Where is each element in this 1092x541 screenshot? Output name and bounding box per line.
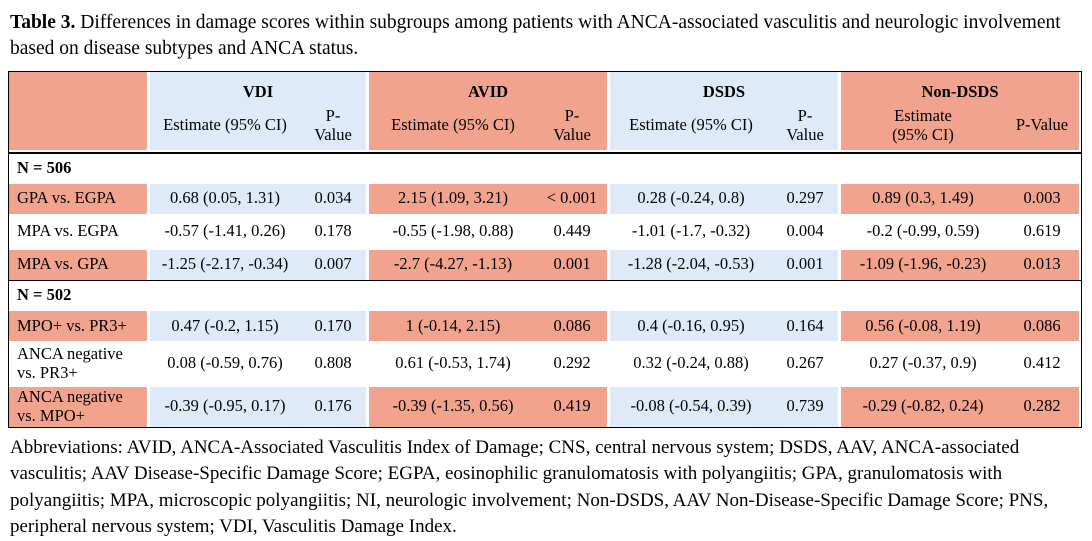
- header-avid-estimate: Estimate (95% CI): [391, 115, 515, 135]
- table-caption-text: Differences in damage scores within subg…: [10, 12, 1061, 59]
- table-row-anca-negative-vs-pr3: ANCA negative vs. PR3+ 0.08 (-0.59, 0.76…: [9, 344, 1081, 384]
- damage-scores-table: VDI Estimate (95% CI) P- Value AVID Estim…: [8, 71, 1082, 428]
- header-empty-corner-cell: [9, 72, 147, 150]
- dsds-pvalue-cell: 0.001: [772, 249, 838, 280]
- avid-estimate-cell: 1 (-0.14, 2.15): [369, 311, 537, 341]
- avid-estimate-cell: -0.55 (-1.98, 0.88): [369, 216, 537, 247]
- header-nondsds-pvalue: P-Value: [1015, 115, 1069, 135]
- header-group-vdi-name: VDI: [242, 82, 274, 101]
- header-nondsds-estimate: Estimate (95% CI): [841, 104, 1005, 146]
- header-vdi-estimate: Estimate (95% CI): [163, 115, 287, 135]
- header-group-vdi: VDI Estimate (95% CI) P- Value: [150, 72, 366, 150]
- header-group-nondsds: Non-DSDS Estimate (95% CI) P-Value: [841, 72, 1079, 150]
- header-group-nondsds-name: Non-DSDS: [921, 82, 999, 101]
- dsds-estimate-cell: -0.08 (-0.54, 0.39): [610, 386, 772, 427]
- vdi-estimate-cell: 0.47 (-0.2, 1.15): [150, 311, 300, 341]
- header-group-avid-name: AVID: [467, 82, 509, 101]
- avid-pvalue-cell: 0.086: [537, 311, 607, 341]
- row-label: GPA vs. EGPA: [9, 183, 147, 214]
- row-label: MPO+ vs. PR3+: [9, 311, 147, 341]
- vdi-pvalue-cell: 0.034: [300, 183, 366, 214]
- section-header-row-n506: N = 506: [9, 153, 1081, 182]
- header-group-dsds-name: DSDS: [702, 82, 746, 101]
- avid-pvalue-cell: 0.419: [537, 386, 607, 427]
- row-label: MPA vs. GPA: [9, 249, 147, 280]
- vdi-estimate-cell: 0.08 (-0.59, 0.76): [150, 344, 300, 384]
- table-caption-label: Table 3.: [10, 12, 76, 33]
- dsds-pvalue-cell: 0.297: [772, 183, 838, 214]
- avid-estimate-cell: -0.39 (-1.35, 0.56): [369, 386, 537, 427]
- vdi-estimate-cell: -0.57 (-1.41, 0.26): [150, 216, 300, 247]
- dsds-pvalue-cell: 0.267: [772, 344, 838, 384]
- section-divider-line: [9, 279, 1081, 281]
- avid-estimate-cell: 0.61 (-0.53, 1.74): [369, 344, 537, 384]
- header-nondsds-estimate-text: Estimate (95% CI): [892, 105, 954, 144]
- vdi-estimate-cell: 0.68 (0.05, 1.31): [150, 183, 300, 214]
- header-divider-line: [9, 152, 1081, 154]
- header-vdi-pvalue: P- Value: [300, 104, 366, 146]
- nondsds-pvalue-cell: 0.282: [1005, 386, 1079, 427]
- table-caption: Table 3. Differences in damage scores wi…: [10, 10, 1082, 62]
- vdi-pvalue-cell: 0.176: [300, 386, 366, 427]
- nondsds-pvalue-cell: 0.003: [1005, 183, 1079, 214]
- row-label: ANCA negative vs. PR3+: [9, 344, 147, 384]
- vdi-pvalue-cell: 0.808: [300, 344, 366, 384]
- avid-pvalue-cell: < 0.001: [537, 183, 607, 214]
- table-row-mpa-vs-egpa: MPA vs. EGPA -0.57 (-1.41, 0.26) 0.178 -…: [9, 216, 1081, 247]
- nondsds-estimate-cell: 0.56 (-0.08, 1.19): [841, 311, 1005, 341]
- nondsds-estimate-cell: -0.29 (-0.82, 0.24): [841, 386, 1005, 427]
- vdi-estimate-cell: -0.39 (-0.95, 0.17): [150, 386, 300, 427]
- dsds-estimate-cell: 0.4 (-0.16, 0.95): [610, 311, 772, 341]
- section-header-n502: N = 502: [9, 281, 1079, 309]
- table-row-gpa-vs-egpa: GPA vs. EGPA 0.68 (0.05, 1.31) 0.034 2.1…: [9, 183, 1081, 214]
- header-dsds-pvalue: P- Value: [772, 104, 838, 146]
- table-row-mpa-vs-gpa: MPA vs. GPA -1.25 (-2.17, -0.34) 0.007 -…: [9, 249, 1081, 280]
- dsds-estimate-cell: -1.01 (-1.7, -0.32): [610, 216, 772, 247]
- vdi-pvalue-cell: 0.007: [300, 249, 366, 280]
- nondsds-pvalue-cell: 0.013: [1005, 249, 1079, 280]
- nondsds-estimate-cell: -1.09 (-1.96, -0.23): [841, 249, 1005, 280]
- nondsds-estimate-cell: 0.89 (0.3, 1.49): [841, 183, 1005, 214]
- avid-estimate-cell: 2.15 (1.09, 3.21): [369, 183, 537, 214]
- header-avid-pvalue: P- Value: [537, 104, 607, 146]
- row-label: MPA vs. EGPA: [9, 216, 147, 247]
- dsds-estimate-cell: 0.28 (-0.24, 0.8): [610, 183, 772, 214]
- header-dsds-pvalue-text: P- Value: [786, 105, 824, 144]
- header-avid-pvalue-text: P- Value: [553, 105, 591, 144]
- avid-pvalue-cell: 0.292: [537, 344, 607, 384]
- nondsds-pvalue-cell: 0.619: [1005, 216, 1079, 247]
- section-header-row-n502: N = 502: [9, 281, 1081, 309]
- nondsds-estimate-cell: 0.27 (-0.37, 0.9): [841, 344, 1005, 384]
- header-group-dsds: DSDS Estimate (95% CI) P- Value: [610, 72, 838, 150]
- vdi-estimate-cell: -1.25 (-2.17, -0.34): [150, 249, 300, 280]
- dsds-pvalue-cell: 0.739: [772, 386, 838, 427]
- nondsds-pvalue-cell: 0.086: [1005, 311, 1079, 341]
- dsds-estimate-cell: -1.28 (-2.04, -0.53): [610, 249, 772, 280]
- dsds-estimate-cell: 0.32 (-0.24, 0.88): [610, 344, 772, 384]
- table-row-anca-negative-vs-mpo: ANCA negative vs. MPO+ -0.39 (-0.95, 0.1…: [9, 386, 1081, 427]
- header-group-avid: AVID Estimate (95% CI) P- Value: [369, 72, 607, 150]
- vdi-pvalue-cell: 0.170: [300, 311, 366, 341]
- section-header-n506: N = 506: [9, 153, 1079, 182]
- avid-pvalue-cell: 0.449: [537, 216, 607, 247]
- dsds-pvalue-cell: 0.164: [772, 311, 838, 341]
- header-dsds-estimate: Estimate (95% CI): [629, 115, 753, 135]
- abbreviations-note: Abbreviations: AVID, ANCA-Associated Vas…: [10, 436, 1049, 538]
- row-label: ANCA negative vs. MPO+: [9, 386, 147, 427]
- avid-estimate-cell: -2.7 (-4.27, -1.13): [369, 249, 537, 280]
- avid-pvalue-cell: 0.001: [537, 249, 607, 280]
- table-row-mpo-vs-pr3: MPO+ vs. PR3+ 0.47 (-0.2, 1.15) 0.170 1 …: [9, 311, 1081, 341]
- vdi-pvalue-cell: 0.178: [300, 216, 366, 247]
- dsds-pvalue-cell: 0.004: [772, 216, 838, 247]
- nondsds-pvalue-cell: 0.412: [1005, 344, 1079, 384]
- header-vdi-pvalue-text: P- Value: [314, 105, 352, 144]
- table-header-row: VDI Estimate (95% CI) P- Value AVID Estim…: [9, 72, 1081, 150]
- nondsds-estimate-cell: -0.2 (-0.99, 0.59): [841, 216, 1005, 247]
